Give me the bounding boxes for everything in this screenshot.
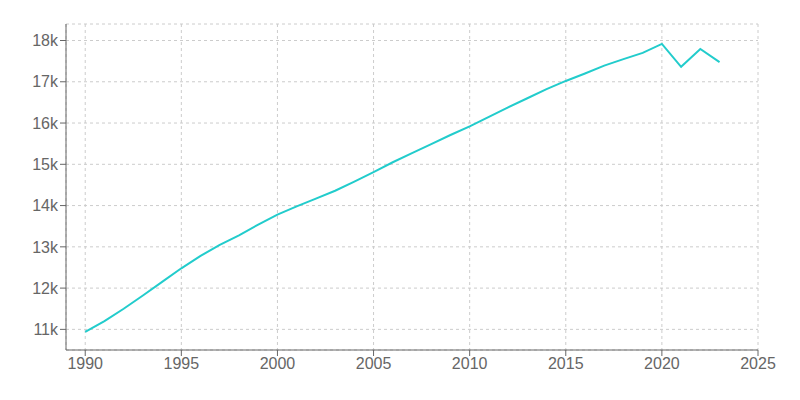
svg-text:2005: 2005 [356,355,392,372]
svg-text:1990: 1990 [67,355,103,372]
svg-text:13k: 13k [32,239,59,256]
svg-text:2000: 2000 [260,355,296,372]
svg-text:12k: 12k [32,280,59,297]
svg-text:15k: 15k [32,156,59,173]
svg-text:14k: 14k [32,197,59,214]
svg-text:2020: 2020 [644,355,680,372]
svg-text:18k: 18k [32,32,59,49]
svg-text:16k: 16k [32,115,59,132]
svg-text:2015: 2015 [548,355,584,372]
svg-text:2010: 2010 [452,355,488,372]
svg-text:1995: 1995 [164,355,200,372]
svg-text:17k: 17k [32,73,59,90]
svg-text:2025: 2025 [740,355,776,372]
svg-text:11k: 11k [33,321,59,338]
